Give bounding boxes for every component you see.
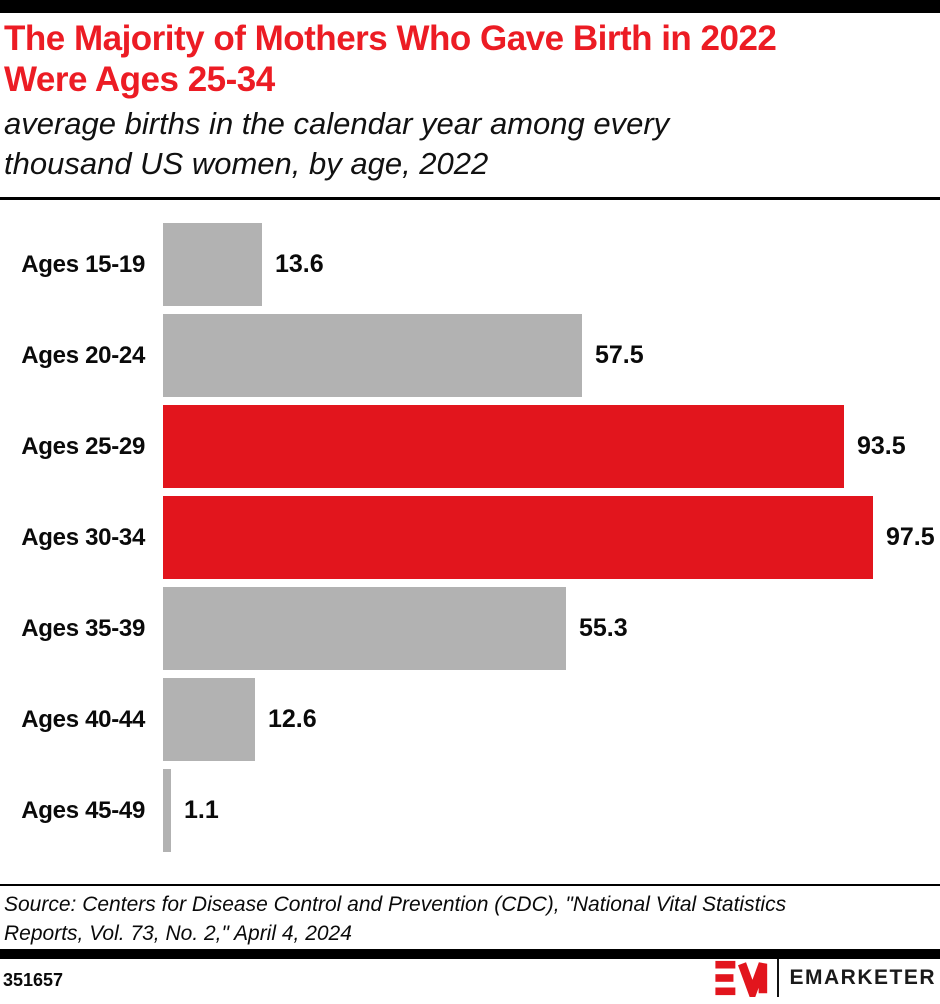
bar	[163, 769, 171, 852]
category-label: Ages 25-29	[21, 432, 145, 460]
page-title: The Majority of Mothers Who Gave Birth i…	[4, 18, 924, 100]
chart-id: 351657	[3, 970, 64, 990]
subtitle-line-2: thousand US women, by age, 2022	[4, 146, 489, 181]
value-label: 12.6	[268, 705, 317, 733]
chart-row: Ages 25-29 93.5	[0, 405, 940, 488]
value-label: 55.3	[579, 614, 628, 642]
source-line-2: Reports, Vol. 73, No. 2," April 4, 2024	[4, 922, 352, 945]
chart-row: Ages 35-39 55.3	[0, 587, 940, 670]
title-line-1: The Majority of Mothers Who Gave Birth i…	[4, 19, 777, 58]
category-label: Ages 45-49	[21, 796, 145, 824]
value-label: 93.5	[857, 432, 906, 460]
bar	[163, 314, 582, 397]
chart-row: Ages 30-34 97.5	[0, 496, 940, 579]
chart-row: Ages 40-44 12.6	[0, 678, 940, 761]
source-note: Source: Centers for Disease Control and …	[4, 890, 934, 948]
value-label: 97.5	[886, 523, 935, 551]
bar	[163, 496, 873, 579]
subtitle-line-1: average births in the calendar year amon…	[4, 106, 670, 141]
chart-subtitle: average births in the calendar year amon…	[4, 104, 924, 184]
bar	[163, 678, 255, 761]
emarketer-wordmark: EMARKETER	[789, 966, 936, 989]
bar	[163, 587, 566, 670]
logo-divider	[777, 959, 780, 997]
value-label: 57.5	[595, 341, 644, 369]
value-label: 13.6	[275, 250, 324, 278]
category-label: Ages 15-19	[21, 250, 145, 278]
source-rule	[0, 884, 940, 886]
category-label: Ages 40-44	[21, 705, 145, 733]
header-rule	[0, 197, 940, 200]
top-rule	[0, 0, 940, 13]
chart-row: Ages 20-24 57.5	[0, 314, 940, 397]
category-label: Ages 35-39	[21, 614, 145, 642]
chart-row: Ages 15-19 13.6	[0, 223, 940, 306]
bar	[163, 405, 844, 488]
chart-row: Ages 45-49 1.1	[0, 769, 940, 852]
em-monogram-icon	[715, 960, 768, 997]
category-label: Ages 20-24	[21, 341, 145, 369]
source-line-1: Source: Centers for Disease Control and …	[4, 893, 787, 916]
emarketer-logo: EMARKETER	[715, 958, 936, 998]
bar-chart: Ages 15-19 13.6 Ages 20-24 57.5 Ages 25-29 93…	[0, 223, 940, 860]
category-label: Ages 30-34	[21, 523, 145, 551]
title-line-2: Were Ages 25-34	[4, 60, 275, 99]
bar	[163, 223, 262, 306]
value-label: 1.1	[184, 796, 219, 824]
footer-rule	[0, 949, 940, 959]
